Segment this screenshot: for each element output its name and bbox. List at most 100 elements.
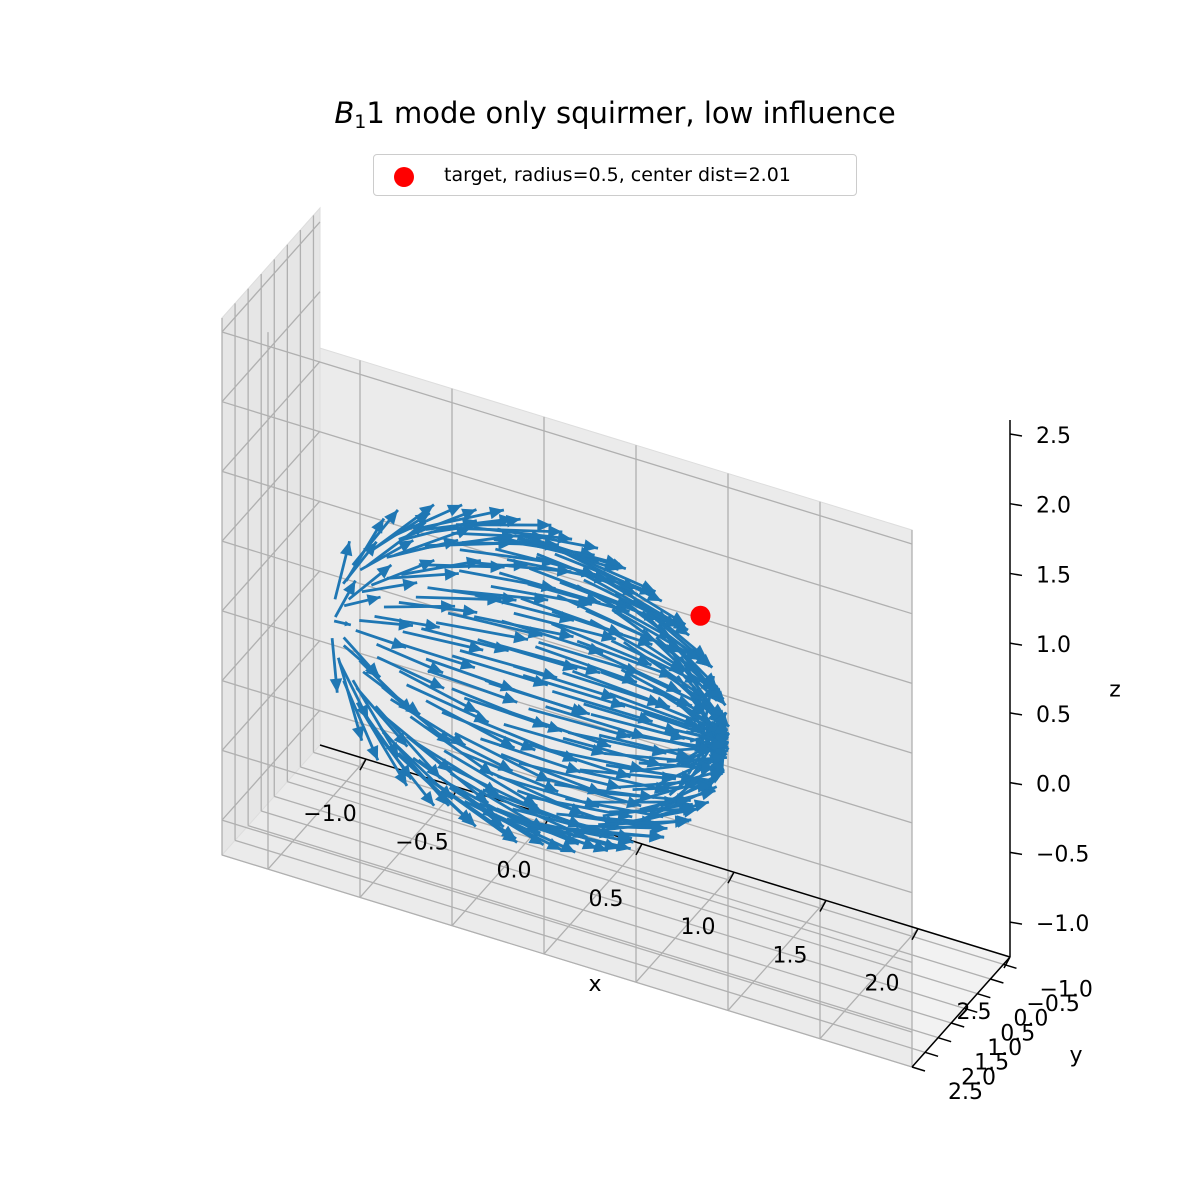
z-tick: [1009, 781, 1023, 786]
quiver-arrow: [473, 615, 574, 639]
quiver-arrow: [454, 732, 552, 784]
quiver-arrow: [555, 546, 657, 593]
gridline-y-floor: [313, 751, 1004, 965]
y-tick: [964, 1007, 978, 1014]
gridline-y-floor: [287, 781, 978, 995]
gridline-y-floor: [234, 839, 926, 1053]
legend: target, radius=0.5, center dist=2.01: [373, 154, 857, 196]
quiver-arrowhead: [711, 737, 727, 750]
quiver-arrow: [583, 578, 680, 629]
legend-label: target, radius=0.5, center dist=2.01: [444, 164, 791, 186]
quiver-arrowhead: [684, 647, 700, 660]
z-tick: [1009, 851, 1023, 856]
quiver-arrowhead: [701, 761, 716, 774]
quiver-arrowhead: [522, 793, 538, 807]
y-tick-label: −0.5: [1026, 992, 1079, 1017]
quiver-arrowhead: [362, 541, 377, 557]
axis-labels: −1.0−0.50.00.51.01.52.02.5−1.0−0.50.00.5…: [303, 424, 1120, 1105]
quiver-arrow: [498, 643, 601, 675]
y-tick-label: −1.0: [1039, 977, 1092, 1002]
quiver-arrowhead: [487, 593, 502, 606]
quiver-arrowhead: [435, 791, 449, 806]
y-tick: [911, 1066, 926, 1072]
quiver-arrow: [633, 670, 715, 712]
quiver-arrow: [443, 749, 538, 808]
quiver-arrowhead: [709, 685, 724, 700]
quiver-arrow: [451, 654, 549, 687]
quiver-arrowhead: [427, 661, 444, 674]
quiver-arrowhead: [542, 667, 558, 680]
legend-marker: [394, 167, 414, 187]
quiver-arrowhead: [343, 580, 356, 596]
quiver-arrow: [540, 775, 642, 808]
quiver-arrow: [406, 735, 490, 805]
quiver-arrow: [598, 819, 690, 827]
quiver-arrow: [600, 670, 693, 708]
quiver-arrow: [562, 671, 663, 706]
x-tick-label: 0.0: [497, 859, 532, 884]
quiver-arrowhead: [461, 812, 476, 827]
quiver-arrowhead: [711, 690, 726, 706]
quiver-arrow: [609, 692, 699, 728]
quiver-arrow: [435, 621, 529, 641]
gridline-z-back: [221, 819, 913, 1033]
quiver-arrow: [459, 649, 558, 680]
gridline-z-side: [221, 221, 321, 333]
quiver-arrow: [490, 585, 593, 606]
quiver-arrowhead: [682, 803, 697, 816]
quiver-arrowhead: [528, 832, 544, 845]
gridline-x-floor: [267, 758, 367, 870]
title-text: 1 mode only squirmer, low influence: [366, 96, 896, 130]
quiver-arrow: [551, 622, 653, 667]
quiver-arrowhead: [697, 780, 712, 793]
x-axis-line: [319, 744, 1011, 958]
quiver-arrow: [567, 731, 667, 755]
gridline-z-back: [221, 331, 913, 545]
quiver-arrow: [427, 586, 517, 602]
gridline-z-back: [221, 401, 913, 615]
quiver-arrowhead: [714, 722, 730, 735]
gridline-y-floor: [274, 795, 965, 1009]
quiver-arrowhead: [428, 676, 445, 689]
quiver-arrowhead: [344, 620, 351, 627]
title-subscript: 1: [354, 111, 367, 133]
quiver-arrows: [329, 503, 731, 854]
quiver-arrowhead: [658, 665, 674, 678]
quiver-arrow: [503, 723, 607, 756]
quiver-arrowhead: [419, 559, 435, 572]
quiver-arrow: [530, 809, 633, 840]
x-tick-label: −1.0: [303, 802, 356, 827]
quiver-arrow: [571, 767, 670, 793]
quiver-arrow: [611, 607, 701, 662]
quiver-arrowhead: [436, 730, 452, 744]
quiver-arrowhead: [402, 578, 418, 592]
quiver-arrowhead: [581, 837, 597, 850]
quiver-arrowhead: [505, 514, 521, 528]
quiver-arrow: [568, 813, 666, 830]
quiver-arrowhead: [366, 594, 381, 606]
quiver-arrow: [522, 674, 626, 708]
quiver-arrowhead: [384, 509, 398, 525]
quiver-arrow: [406, 683, 490, 724]
quiver-arrow: [518, 536, 621, 566]
quiver-arrowhead: [520, 739, 536, 751]
quiver-arrow: [592, 566, 687, 626]
quiver-arrow: [599, 791, 691, 802]
axis-panes: [221, 206, 1011, 1068]
y-axis-label: y: [1069, 1043, 1082, 1068]
quiver-arrowhead: [340, 541, 353, 557]
quiver-arrow: [605, 763, 696, 781]
quiver-arrowhead: [600, 629, 616, 642]
quiver-arrowhead: [695, 653, 710, 667]
y-tick: [1003, 963, 1017, 970]
y-tick-label: 0.5: [1000, 1021, 1035, 1046]
quiver-arrowhead: [398, 540, 414, 553]
x-tick-label: 2.5: [957, 1000, 992, 1025]
quiver-arrow: [421, 627, 510, 653]
gridline-z-back: [221, 470, 913, 685]
gridline-y-floor: [221, 854, 913, 1068]
quiver-arrow: [484, 679, 587, 715]
grid-lines: [221, 215, 1011, 1068]
x-tick: [1003, 956, 1011, 969]
